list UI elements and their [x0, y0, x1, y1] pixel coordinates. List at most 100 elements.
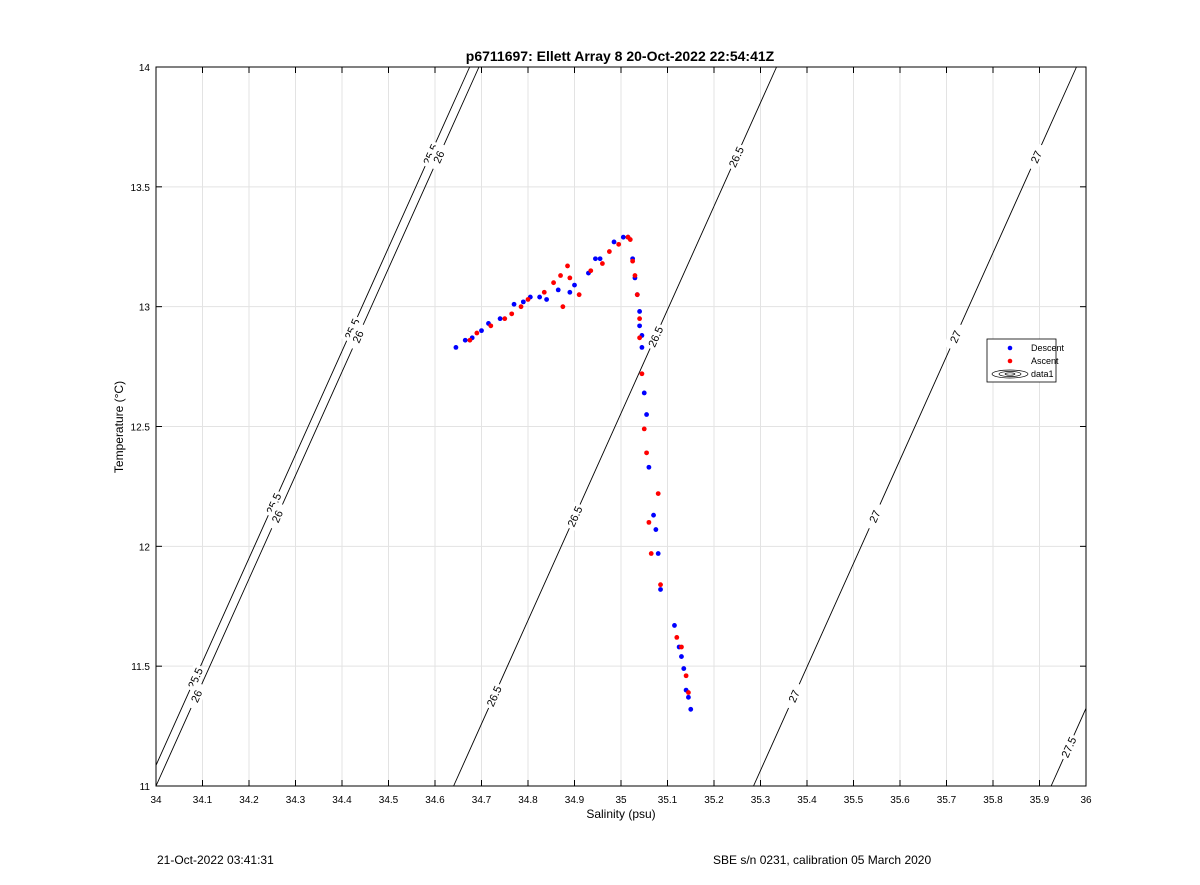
y-tick-label: 12 — [139, 542, 151, 553]
legend-marker-ascent — [1007, 358, 1013, 364]
data-points — [453, 234, 694, 712]
ascent-point — [674, 635, 680, 640]
contour-label-bg — [346, 321, 370, 352]
ascent-point — [567, 275, 573, 281]
x-axis-label: Salinity (psu) — [586, 807, 655, 821]
ascent-point — [634, 292, 640, 298]
y-tick-label: 13 — [139, 303, 151, 314]
ascent-point — [606, 249, 612, 254]
descent-point — [646, 464, 652, 470]
ascent-point — [576, 292, 582, 298]
ascent-point — [641, 426, 647, 432]
ascent-point — [502, 316, 508, 322]
ascent-point — [637, 316, 642, 322]
descent-point — [641, 390, 647, 396]
ascent-point — [551, 280, 556, 286]
legend-contour-icon — [991, 369, 1029, 379]
ascent-point — [616, 241, 622, 247]
legend: Descent Ascent data1 — [986, 338, 1065, 383]
contour-label-bg — [183, 663, 207, 693]
descent-point — [644, 412, 649, 417]
contour-label-bg — [1056, 732, 1081, 762]
y-tick-label: 13.5 — [131, 183, 151, 194]
descent-point — [651, 512, 656, 518]
legend-label-descent: Descent — [1031, 343, 1065, 353]
y-tick-label: 12.5 — [131, 423, 151, 434]
ascent-point — [509, 311, 515, 317]
ascent-point — [639, 371, 645, 377]
ascent-point — [648, 551, 654, 556]
ascent-point — [630, 258, 636, 264]
x-tick-label: 34.4 — [332, 795, 352, 806]
x-tick-label: 35.2 — [704, 795, 724, 806]
ascent-point — [679, 644, 684, 650]
ascent-point — [658, 582, 663, 588]
contour-label: 26 — [270, 509, 286, 525]
descent-point — [655, 551, 661, 556]
contour-label: 27 — [787, 688, 803, 704]
ascent-point — [474, 330, 480, 336]
ascent-point — [488, 323, 494, 329]
y-tick-label: 14 — [139, 63, 151, 74]
ascent-point — [525, 297, 531, 302]
contour-label-bg — [426, 142, 451, 172]
grid — [155, 66, 1087, 787]
descent-point — [686, 694, 691, 700]
descent-point — [593, 256, 598, 262]
descent-point — [453, 345, 459, 350]
ascent-point — [588, 268, 594, 274]
x-tick-label: 34.6 — [425, 795, 445, 806]
x-tick-label: 34.7 — [472, 795, 492, 806]
descent-point — [544, 297, 549, 302]
descent-point — [637, 309, 642, 314]
contour-label: 26 — [189, 688, 205, 704]
ascent-point — [686, 690, 691, 695]
contour-label: 27 — [948, 329, 964, 345]
ascent-point — [646, 519, 652, 525]
x-tick-label: 34.1 — [193, 795, 213, 806]
contour-label-bg — [782, 681, 806, 711]
descent-point — [537, 294, 543, 300]
ascent-point — [541, 289, 547, 295]
x-tick-label: 34 — [150, 795, 162, 806]
descent-point — [681, 666, 687, 671]
ascent-point — [518, 304, 524, 310]
contour-label-bg — [184, 681, 209, 711]
y-tick-label: 11.5 — [131, 662, 150, 673]
contour-label: 26.5 — [727, 145, 747, 169]
contour-label-bg — [724, 142, 748, 172]
contour-label-bg — [562, 501, 587, 532]
x-tick-label: 34.5 — [379, 795, 399, 806]
contour-label: 27.5 — [1060, 735, 1080, 759]
contour-label-bg — [265, 501, 289, 532]
contour-label: 26.5 — [566, 505, 586, 529]
ascent-point — [467, 337, 473, 343]
contour-label-bg — [261, 488, 286, 519]
contour-line — [155, 66, 471, 766]
legend-label-ascent: Ascent — [1031, 356, 1059, 366]
x-tick-label: 34.8 — [518, 795, 538, 806]
contour-label: 26.5 — [485, 684, 505, 708]
descent-point — [555, 287, 561, 293]
contour-label-bg — [643, 321, 668, 352]
descent-point — [462, 337, 468, 343]
descent-point — [511, 301, 517, 307]
descent-point — [688, 706, 694, 712]
contour-label: 27 — [1029, 149, 1045, 165]
x-tick-label: 36 — [1080, 795, 1092, 806]
contour-line — [155, 66, 480, 787]
legend-label-data1: data1 — [1031, 369, 1054, 379]
ascent-point — [644, 450, 649, 456]
x-tick-label: 35 — [615, 795, 627, 806]
footer-timestamp: 21-Oct-2022 03:41:31 — [157, 853, 274, 867]
contour-label-bg — [340, 314, 364, 344]
descent-point — [637, 323, 642, 329]
x-tick-label: 35.3 — [751, 795, 771, 806]
x-tick-label: 34.3 — [286, 795, 306, 806]
contour-line — [753, 66, 1077, 787]
descent-point — [520, 299, 526, 305]
legend-marker-descent — [1007, 345, 1013, 351]
descent-point — [620, 234, 626, 240]
descent-point — [611, 239, 617, 245]
